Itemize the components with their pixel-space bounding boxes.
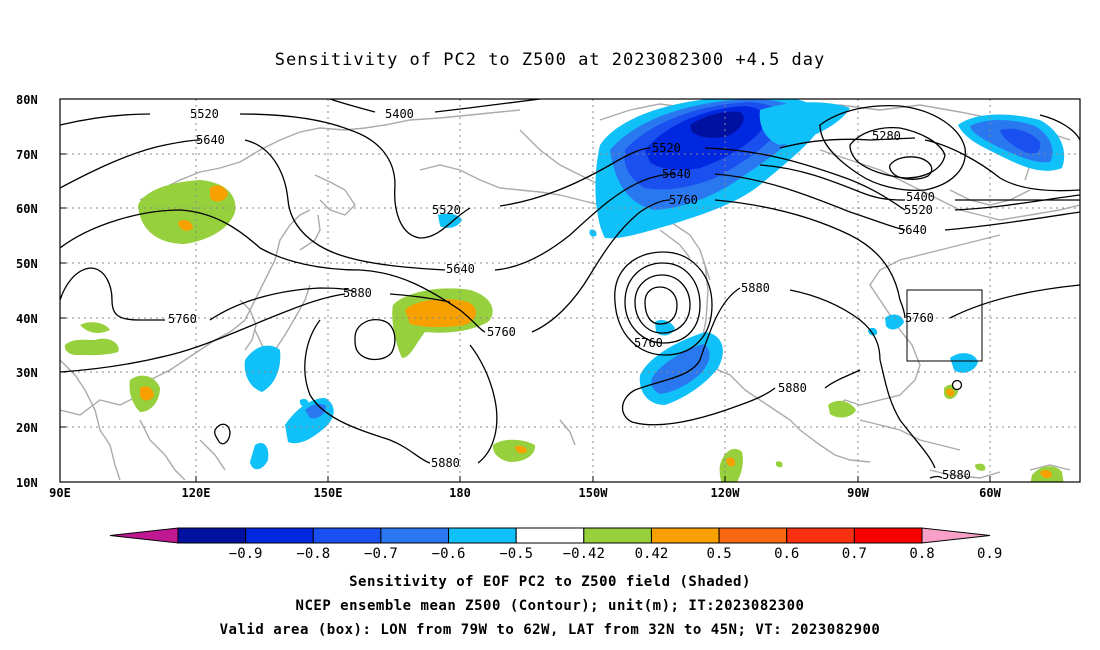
contour-label: 5400 [906, 190, 935, 204]
latitude-labels: 80N 70N 60N 50N 40N 30N 20N 10N [16, 93, 38, 490]
lat-label: 60N [16, 202, 38, 216]
lat-label: 80N [16, 93, 38, 107]
lat-label: 70N [16, 148, 38, 162]
colorbar-swatch [515, 527, 585, 544]
colorbar-tick-label: 0.9 [977, 546, 1002, 562]
contour-label: 5880 [778, 381, 807, 395]
map-title: Sensitivity of PC2 to Z500 at 2023082300… [274, 50, 826, 70]
contour-label: 5880 [741, 281, 770, 295]
colorbar-arrow-right [921, 527, 991, 544]
contour-label: 5640 [662, 167, 691, 181]
contour-label: 5640 [446, 262, 475, 276]
lon-label: 120E [182, 486, 211, 500]
colorbar-tick-label: −0.8 [296, 546, 330, 562]
colorbar: −0.9 −0.8 −0.7 −0.6 −0.5 −0.42 0.42 0.5 0.6 0.7 0.… [109, 527, 1002, 562]
colorbar-swatch [650, 527, 720, 544]
contour-label: 5760 [669, 193, 698, 207]
lon-label: 60W [979, 486, 1001, 500]
colorbar-swatch [718, 527, 788, 544]
contour-label: 5880 [431, 456, 460, 470]
z500-contours [60, 99, 1080, 479]
longitude-labels: 90E 120E 150E 180 150W 120W 90W 60W [49, 486, 1001, 500]
colorbar-tick-label: −0.42 [563, 546, 605, 562]
colorbar-tick-label: −0.9 [229, 546, 263, 562]
colorbar-tick-label: 0.42 [635, 546, 669, 562]
colorbar-swatch [448, 527, 517, 544]
contour-label: 5880 [343, 286, 372, 300]
colorbar-tick-label: 0.7 [842, 546, 867, 562]
lon-label: 90W [847, 486, 869, 500]
colorbar-swatch [177, 527, 247, 544]
lon-label: 90E [49, 486, 71, 500]
colorbar-tick-label: 0.6 [774, 546, 799, 562]
colorbar-tick-label: −0.6 [432, 546, 466, 562]
lat-label: 20N [16, 421, 38, 435]
colorbar-tick-label: 0.8 [909, 546, 934, 562]
graticule [60, 99, 1080, 482]
colorbar-swatch [312, 527, 382, 544]
colorbar-swatch [380, 527, 450, 544]
lon-label: 120W [711, 486, 741, 500]
caption-line-3: Valid area (box): LON from 79W to 62W, L… [219, 622, 881, 638]
contour-label: 5640 [196, 133, 225, 147]
colorbar-swatch [786, 527, 855, 544]
lat-label: 50N [16, 257, 38, 271]
lat-label: 40N [16, 312, 38, 326]
colorbar-swatch [583, 527, 652, 544]
colorbar-swatch [853, 527, 923, 544]
location-marker [951, 379, 963, 391]
contour-label: 5400 [385, 107, 414, 121]
contour-label: 5760 [487, 325, 516, 339]
lon-label: 150E [314, 486, 343, 500]
colorbar-tick-label: −0.5 [499, 546, 533, 562]
lat-label: 10N [16, 476, 38, 490]
contour-label: 5760 [168, 312, 197, 326]
colorbar-swatch [245, 527, 314, 544]
lon-label: 180 [449, 486, 471, 500]
contour-label: 5520 [190, 107, 219, 121]
caption-line-1: Sensitivity of EOF PC2 to Z500 field (Sh… [349, 574, 751, 590]
contour-label: 5280 [872, 129, 901, 143]
colorbar-tick-label: 0.5 [706, 546, 731, 562]
contour-label: 5520 [652, 141, 681, 155]
lat-label: 30N [16, 366, 38, 380]
caption-line-2: NCEP ensemble mean Z500 (Contour); unit(… [295, 598, 805, 614]
map-frame [59, 98, 1081, 483]
lon-label: 150W [579, 486, 609, 500]
colorbar-tick-label: −0.7 [364, 546, 398, 562]
axis-ticks [60, 98, 991, 482]
contour-label: 5760 [905, 311, 934, 325]
colorbar-arrow-left [109, 527, 179, 544]
valid-area-box [906, 289, 983, 362]
contour-label: 5640 [898, 223, 927, 237]
contour-label: 5520 [432, 203, 461, 217]
contour-label: 5520 [904, 203, 933, 217]
shaded-sensitivity [64, 99, 1065, 482]
contour-label: 5760 [634, 336, 663, 350]
contour-label: 5880 [942, 468, 971, 482]
